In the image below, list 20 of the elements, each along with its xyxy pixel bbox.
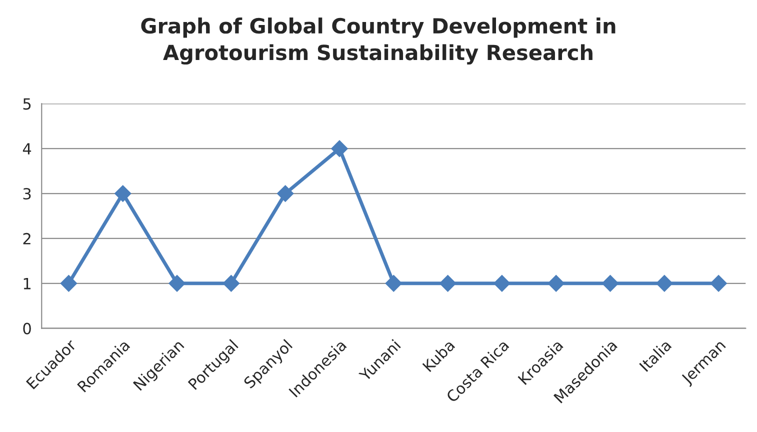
point (548, 275, 564, 292)
y-tick-label: 3 (23, 188, 31, 200)
point (276, 185, 294, 202)
point (168, 275, 186, 292)
point (385, 275, 402, 292)
y-tick-label: 0 (23, 322, 31, 334)
point (656, 275, 673, 292)
point (494, 275, 510, 292)
y-tick-label: 1 (24, 278, 30, 290)
point (114, 185, 132, 202)
y-tick-label: 2 (23, 232, 30, 244)
y-tick-label: 5 (23, 98, 31, 110)
point (439, 275, 456, 292)
point (602, 275, 619, 292)
point (222, 275, 240, 292)
point (331, 140, 348, 157)
point (710, 275, 727, 292)
y-tick-label: 4 (22, 143, 32, 154)
chart-title: Graph of Global Country Development in Agrotourism Sustainability Research (141, 18, 616, 65)
point (60, 275, 78, 292)
